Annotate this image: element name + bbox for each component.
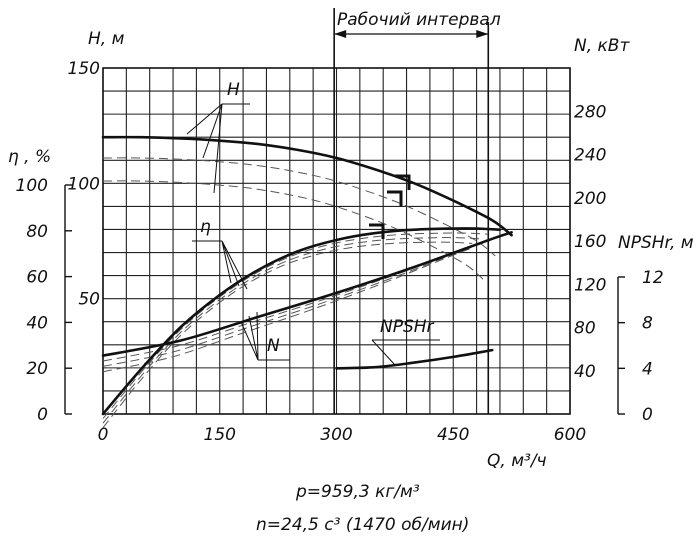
x-tick-label: 150 [204, 425, 236, 445]
x-axis-title: Q, м³/ч [487, 451, 547, 471]
eta-tick-label: 80 [26, 222, 48, 242]
alternate-impeller-curves [102, 157, 496, 429]
operating-marker [369, 223, 385, 239]
eta-alt-curve [102, 237, 481, 424]
n-tick-label: 200 [574, 189, 606, 209]
h-tick-label: 150 [68, 59, 100, 79]
speed-note: n=24,5 с³ (1470 об/мин) [256, 515, 469, 535]
eta-tick-label: 60 [26, 268, 48, 288]
working-range-arrowhead [334, 30, 347, 38]
annotations: Hη N NPSHr [186, 80, 440, 366]
npsh-tick-label: 4 [642, 359, 653, 379]
x-tick-label: 300 [320, 425, 352, 445]
h-leader [186, 103, 250, 194]
operating-marker [387, 190, 403, 206]
n-tick-label: 240 [574, 146, 606, 166]
n-curve-label: N [267, 336, 280, 356]
chart-axes: 0 150 300 450 600150100501008060402002802402… [16, 8, 664, 445]
eta-tick-label: 0 [37, 405, 48, 425]
efficiency-curve [101, 227, 502, 416]
h-alt-curve [102, 180, 484, 280]
n-alt-curve [102, 248, 471, 373]
eta-tick-label: 40 [26, 313, 48, 333]
h-tick-label: 50 [78, 290, 100, 310]
h-curve-label: H [227, 80, 240, 100]
n-axis-title: N, кВт [574, 36, 630, 56]
eta-axis-title: η , % [8, 147, 51, 167]
n-tick-label: 40 [574, 362, 596, 382]
eta-tick-label: 100 [16, 176, 48, 196]
eta-alt-curve [102, 232, 489, 419]
n-tick-label: 280 [574, 102, 606, 122]
npsh-tick-label: 12 [642, 268, 664, 288]
eta-tick-label: 20 [26, 359, 48, 379]
npsh-curve-label: NPSHr [380, 317, 435, 337]
npsh-axis-title: NPSHr, м [618, 233, 694, 253]
head-curve [101, 135, 513, 237]
h-alt-curve [102, 157, 496, 257]
n-alt-curve [102, 237, 496, 362]
n-tick-label: 160 [574, 232, 606, 252]
x-tick-label: 450 [437, 425, 469, 445]
npsh-tick-label: 8 [642, 314, 653, 334]
npsh-curve [335, 348, 494, 370]
eta-alt-curve [102, 241, 473, 429]
plot-frame [102, 67, 571, 415]
eta-leader [192, 240, 248, 290]
series-layer [101, 135, 513, 416]
n-leader [240, 311, 290, 361]
eta-curve-label: η [200, 217, 211, 237]
npsh-tick-label: 0 [642, 405, 653, 425]
h-tick-label: 100 [68, 174, 100, 194]
power-curve [101, 231, 513, 357]
density-note: p=959,3 кг/м³ [295, 482, 420, 502]
h-axis-title: H, м [88, 29, 125, 49]
working-range-label: Рабочий интервал [337, 10, 501, 30]
n-tick-label: 80 [574, 319, 596, 339]
x-tick-label: 0 [98, 425, 109, 445]
operating-marker [395, 174, 411, 190]
n-tick-label: 120 [574, 275, 606, 295]
x-tick-label: 600 [554, 425, 586, 445]
working-range-arrowhead [476, 30, 489, 38]
npsh-leader [371, 339, 440, 366]
